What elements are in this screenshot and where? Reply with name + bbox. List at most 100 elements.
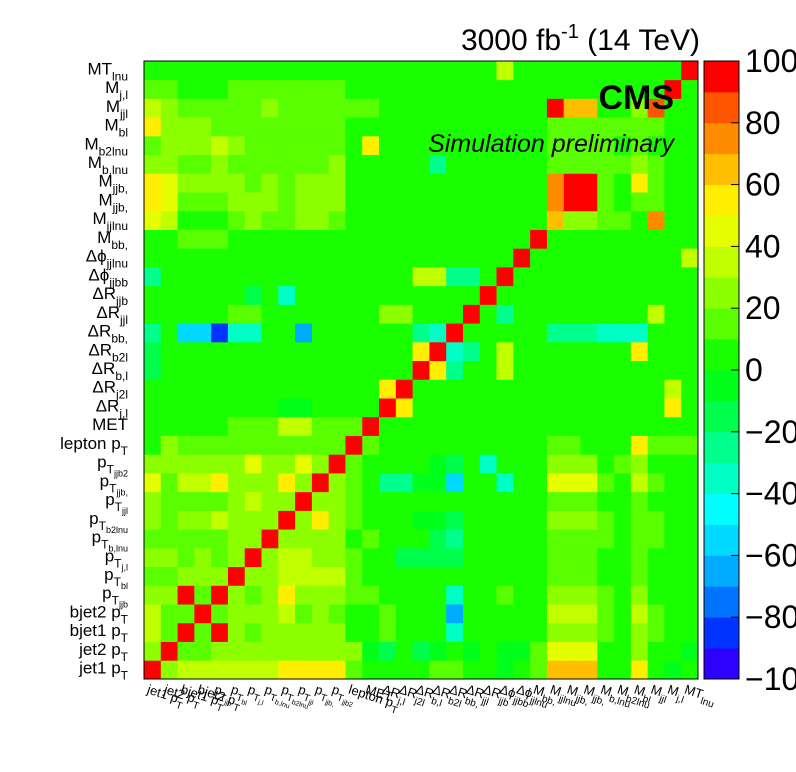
heatmap-cell bbox=[345, 454, 363, 474]
heatmap-cell bbox=[295, 79, 313, 99]
color-scale-tick-label: 0 bbox=[745, 352, 763, 388]
heatmap-cell bbox=[681, 641, 699, 661]
heatmap-cell bbox=[630, 416, 649, 436]
heatmap-cell bbox=[479, 510, 497, 530]
heatmap-cell bbox=[412, 491, 430, 511]
heatmap-cell bbox=[295, 341, 313, 362]
heatmap-cell bbox=[530, 622, 548, 642]
y-axis-label: pTb,lnu bbox=[92, 528, 128, 554]
heatmap-cell bbox=[328, 454, 346, 474]
heatmap-cell bbox=[177, 585, 195, 605]
y-axis-label: jet2 pT bbox=[78, 640, 129, 664]
heatmap-cell bbox=[328, 248, 346, 268]
heatmap-cell bbox=[295, 435, 313, 455]
heatmap-cell bbox=[160, 173, 178, 193]
heatmap-cell bbox=[362, 192, 380, 212]
heatmap-cell bbox=[496, 285, 514, 305]
heatmap-cell bbox=[664, 61, 682, 81]
heatmap-cell bbox=[144, 641, 162, 661]
heatmap-cell bbox=[194, 79, 212, 99]
heatmap-cell bbox=[429, 173, 447, 193]
heatmap-cell bbox=[395, 267, 414, 287]
heatmap-cell bbox=[479, 529, 497, 549]
luminosity-exponent: -1 bbox=[561, 21, 579, 43]
heatmap-cell bbox=[681, 323, 699, 343]
heatmap-cell bbox=[362, 229, 380, 249]
heatmap-cell bbox=[530, 491, 548, 511]
heatmap-cell bbox=[580, 416, 598, 436]
heatmap-cell bbox=[681, 210, 699, 230]
heatmap-cell bbox=[144, 98, 162, 118]
heatmap-cell bbox=[412, 173, 430, 193]
color-scale-tick-label: 80 bbox=[745, 105, 781, 141]
heatmap-cell bbox=[345, 267, 363, 287]
heatmap-cell bbox=[328, 566, 346, 586]
heatmap-cell bbox=[194, 341, 212, 362]
heatmap-cell bbox=[530, 341, 548, 362]
heatmap-cell bbox=[227, 285, 246, 305]
heatmap-cell bbox=[664, 529, 682, 549]
heatmap-cell bbox=[412, 98, 430, 118]
x-axis-label: ΔRjjl bbox=[463, 682, 493, 709]
heatmap-cell bbox=[328, 435, 346, 455]
heatmap-cell bbox=[244, 248, 262, 268]
heatmap-cell bbox=[345, 360, 363, 380]
heatmap-cell bbox=[311, 61, 330, 81]
color-scale-segment bbox=[704, 555, 739, 587]
heatmap-cell bbox=[362, 379, 380, 399]
color-scale-tick-label: 100 bbox=[745, 43, 796, 79]
heatmap-cell bbox=[177, 61, 195, 81]
heatmap-cell bbox=[395, 341, 414, 362]
heatmap-cell bbox=[177, 285, 195, 305]
heatmap-cell bbox=[446, 267, 464, 287]
heatmap-cell bbox=[513, 416, 531, 436]
heatmap-cell bbox=[144, 173, 162, 193]
heatmap-cell bbox=[513, 79, 531, 99]
heatmap-cell bbox=[160, 248, 178, 268]
heatmap-cell bbox=[295, 210, 313, 230]
y-axis-label: Mb2lnu bbox=[84, 134, 128, 158]
heatmap-cell bbox=[647, 341, 665, 362]
heatmap-cell bbox=[278, 192, 296, 212]
x-axis-label: Mbl bbox=[631, 682, 655, 707]
heatmap-cell bbox=[429, 473, 447, 493]
y-axis-label: pTjjl bbox=[105, 490, 128, 516]
heatmap-cell bbox=[462, 641, 481, 661]
heatmap-cell bbox=[395, 641, 414, 661]
heatmap-cell bbox=[664, 398, 682, 418]
heatmap-cell bbox=[227, 304, 246, 324]
heatmap-cell bbox=[597, 416, 615, 436]
heatmap-cell bbox=[194, 379, 212, 399]
heatmap-cell bbox=[496, 641, 514, 661]
heatmap-cell bbox=[144, 622, 162, 642]
heatmap-cell bbox=[664, 341, 682, 362]
heatmap-cell bbox=[328, 285, 346, 305]
heatmap-cell bbox=[546, 491, 565, 511]
heatmap-cell bbox=[345, 341, 363, 362]
heatmap-cell bbox=[429, 79, 447, 99]
heatmap-cell bbox=[429, 210, 447, 230]
heatmap-cell bbox=[144, 491, 162, 511]
heatmap-cell bbox=[429, 135, 447, 156]
heatmap-cell bbox=[395, 454, 414, 474]
heatmap-cell bbox=[278, 360, 296, 380]
y-axis-label: pTjjb bbox=[102, 584, 128, 610]
heatmap-cell bbox=[227, 79, 246, 99]
heatmap-cell bbox=[412, 154, 430, 174]
heatmap-cell bbox=[278, 547, 296, 568]
heatmap-cell bbox=[513, 604, 531, 624]
heatmap-cell bbox=[328, 416, 346, 436]
heatmap-cell bbox=[630, 173, 649, 193]
heatmap-cell bbox=[496, 566, 514, 586]
heatmap-cell bbox=[546, 135, 565, 156]
heatmap-cell bbox=[395, 360, 414, 380]
heatmap-cell bbox=[563, 435, 581, 455]
heatmap-cell bbox=[630, 267, 649, 287]
heatmap-cell bbox=[244, 135, 262, 156]
heatmap-cell bbox=[462, 566, 481, 586]
heatmap-cell bbox=[446, 285, 464, 305]
heatmap-cell bbox=[261, 285, 279, 305]
heatmap-cell bbox=[177, 454, 195, 474]
heatmap-cell bbox=[429, 117, 447, 137]
heatmap-cell bbox=[462, 173, 481, 193]
